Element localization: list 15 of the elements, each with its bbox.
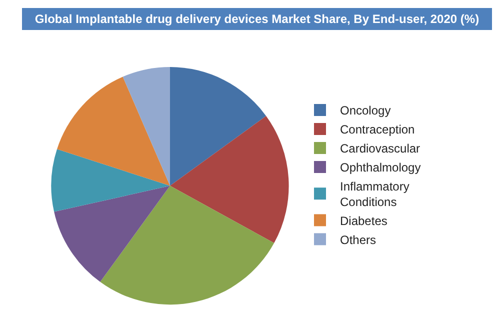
legend-label: Cardiovascular xyxy=(340,142,420,156)
chart-title: Global Implantable drug delivery devices Market Share, By End-user, 2020 (%) xyxy=(22,8,492,30)
legend-label: Contraception xyxy=(340,122,415,137)
legend-label: Oncology xyxy=(340,104,391,118)
pie-slice xyxy=(170,67,266,186)
pie-slice xyxy=(54,186,170,282)
pie-slice xyxy=(51,149,170,212)
pie-slice xyxy=(57,76,170,186)
legend-label: Inflammatory Conditions xyxy=(340,179,410,210)
pie-slice xyxy=(122,67,170,186)
legend-label: Ophthalmology xyxy=(340,160,421,175)
legend-label: Others xyxy=(340,232,376,247)
pie-slice xyxy=(170,116,289,244)
pie-slice xyxy=(100,186,274,305)
legend-label: Diabetes xyxy=(340,214,388,228)
